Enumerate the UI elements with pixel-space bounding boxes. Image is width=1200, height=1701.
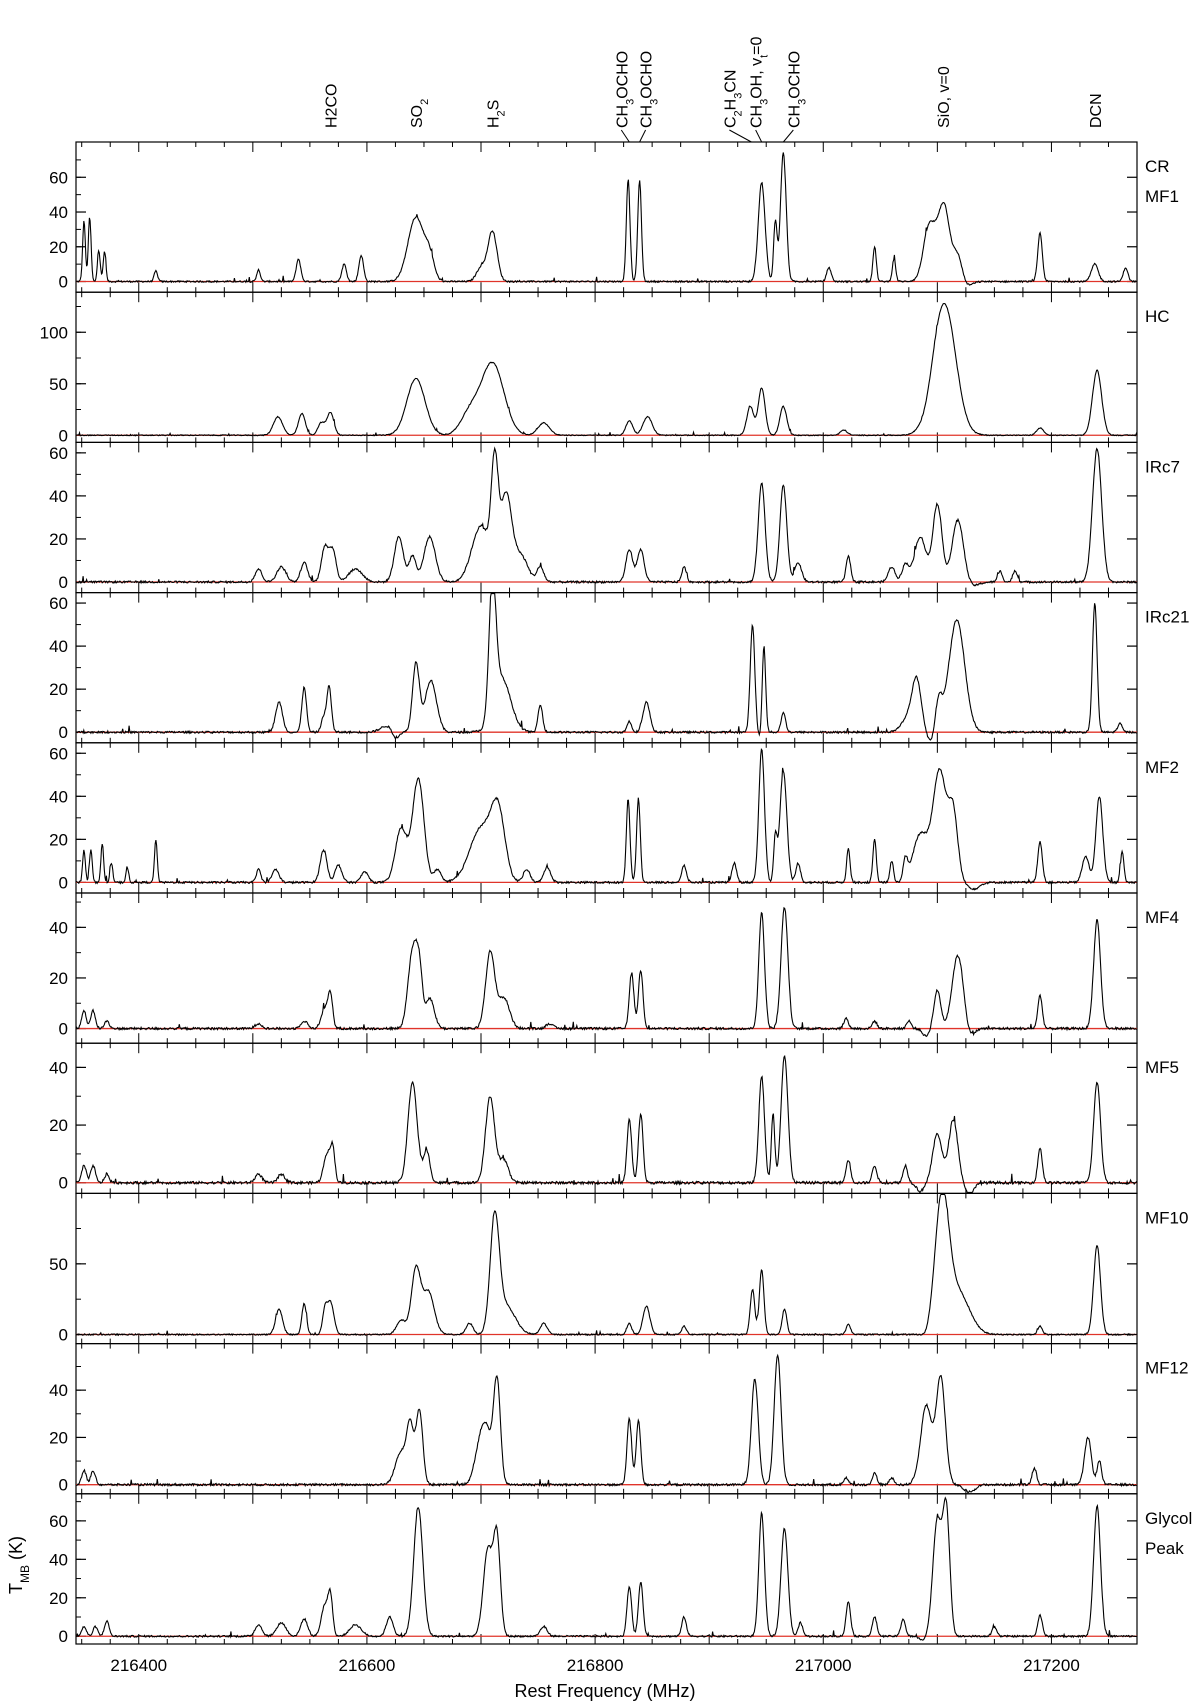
line-id-label: H2S bbox=[485, 100, 507, 128]
y-tick-label: 50 bbox=[49, 1255, 68, 1274]
y-tick-label: 0 bbox=[59, 273, 68, 292]
line-id-label: SiO, v=0 bbox=[936, 66, 953, 128]
y-tick-label: 40 bbox=[49, 203, 68, 222]
spectrum-line bbox=[76, 152, 1138, 286]
y-tick-label: 60 bbox=[49, 168, 68, 187]
y-tick-label: 20 bbox=[49, 1589, 68, 1608]
y-tick-label: 40 bbox=[49, 787, 68, 806]
y-tick-label: 20 bbox=[49, 1428, 68, 1447]
y-axis-title: TMB (K) bbox=[6, 1536, 32, 1594]
y-tick-label: 0 bbox=[59, 723, 68, 742]
y-tick-label: 0 bbox=[59, 573, 68, 592]
x-axis: 216400 216600 216800 217000 217200 bbox=[110, 1656, 1079, 1675]
panel-frame bbox=[75, 1192, 1138, 1345]
y-tick-label: 50 bbox=[49, 375, 68, 394]
y-tick-label: 60 bbox=[49, 444, 68, 463]
y-tick-label: 40 bbox=[49, 1058, 68, 1077]
line-id-label: DCN bbox=[1088, 93, 1105, 128]
panel-mf4: 0 20 40 MF4 bbox=[49, 892, 1179, 1044]
y-tick-label: 40 bbox=[49, 1550, 68, 1569]
panel-frame bbox=[75, 742, 1138, 894]
line-id-label: CH3OCHO bbox=[639, 51, 661, 128]
y-tick-label: 60 bbox=[49, 594, 68, 613]
panel-label: CR bbox=[1145, 157, 1170, 176]
y-tick-label: 0 bbox=[59, 1020, 68, 1039]
panel-irc7: 0 20 40 60 IRc7 bbox=[49, 441, 1180, 594]
line-id-label: CH3OCHO bbox=[786, 51, 808, 128]
panel-label: MF4 bbox=[1145, 908, 1179, 927]
panel-mf12: 0 20 40 MF12 bbox=[49, 1342, 1188, 1495]
panel-label: IRc7 bbox=[1145, 457, 1180, 476]
line-id-label: SO2 bbox=[409, 99, 431, 128]
panel-label: Glycol bbox=[1145, 1509, 1192, 1528]
panel-frame bbox=[75, 141, 1138, 293]
y-tick-label: 40 bbox=[49, 1381, 68, 1400]
y-tick-label: 20 bbox=[49, 680, 68, 699]
panel-frame bbox=[75, 591, 1138, 744]
panel-frame bbox=[75, 441, 1138, 594]
line-id-label: C2H3CN bbox=[722, 70, 744, 128]
panel-frame bbox=[75, 1042, 1138, 1194]
line-id-label: H2CO bbox=[323, 84, 340, 128]
panel-cr: 0 20 40 60 CR MF1 bbox=[49, 141, 1179, 293]
panel-frame bbox=[75, 1493, 1138, 1645]
panel-label: HC bbox=[1145, 307, 1170, 326]
y-tick-label: 0 bbox=[59, 873, 68, 892]
panel-mf10: 0 50 MF10 bbox=[49, 1192, 1188, 1345]
panel-frame bbox=[75, 892, 1138, 1044]
spectrum-line bbox=[75, 1353, 1138, 1494]
x-tick-label: 216600 bbox=[339, 1656, 396, 1675]
panel-mf2: 0 20 40 60 MF2 bbox=[49, 742, 1179, 894]
line-id-label: CH3OH, vt=0 bbox=[749, 36, 771, 128]
panel-label: MF5 bbox=[1145, 1058, 1179, 1077]
y-tick-label: 0 bbox=[59, 426, 68, 445]
spectrum-line bbox=[75, 1193, 1138, 1337]
y-tick-label: 20 bbox=[49, 969, 68, 988]
panel-frame bbox=[75, 1342, 1138, 1495]
y-tick-label: 20 bbox=[49, 1116, 68, 1135]
y-tick-label: 40 bbox=[49, 637, 68, 656]
y-tick-label: 20 bbox=[49, 238, 68, 257]
y-tick-label: 0 bbox=[59, 1476, 68, 1495]
y-tick-label: 40 bbox=[49, 918, 68, 937]
spectrum-line bbox=[75, 1054, 1138, 1194]
panel-label-secondary: MF1 bbox=[1145, 187, 1179, 206]
spectrum-line bbox=[75, 303, 1138, 437]
spectra-panels: 0204060CRMF1050100HC0204060IRc70204060IR… bbox=[40, 141, 1192, 1646]
y-tick-label: 20 bbox=[49, 830, 68, 849]
x-tick-label: 217000 bbox=[795, 1656, 852, 1675]
y-tick-label: 60 bbox=[49, 1512, 68, 1531]
panel-label: MF10 bbox=[1145, 1208, 1188, 1227]
spectrum-line bbox=[75, 1496, 1138, 1641]
spectrum-line bbox=[75, 747, 1138, 891]
line-id-label: CH3OCHO bbox=[614, 51, 636, 128]
panel-label-secondary: Peak bbox=[1145, 1539, 1184, 1558]
spectrum-line bbox=[75, 446, 1138, 587]
y-tick-label: 40 bbox=[49, 487, 68, 506]
y-tick-label: 60 bbox=[49, 744, 68, 763]
panel-label: MF2 bbox=[1145, 758, 1179, 777]
panel-label: MF12 bbox=[1145, 1359, 1188, 1378]
panel-mf5: 0 20 40 MF5 bbox=[49, 1042, 1179, 1194]
spectrum-line bbox=[75, 593, 1137, 741]
spectrum-line bbox=[75, 906, 1138, 1038]
panel-label: IRc21 bbox=[1145, 608, 1189, 627]
panel-hc: 0 50 100 HC bbox=[40, 291, 1170, 445]
y-tick-label: 100 bbox=[40, 323, 68, 342]
x-tick-label: 216400 bbox=[110, 1656, 167, 1675]
panel-frame bbox=[75, 291, 1138, 444]
x-axis-title: Rest Frequency (MHz) bbox=[514, 1681, 695, 1701]
y-tick-label: 0 bbox=[59, 1627, 68, 1646]
x-tick-label: 217200 bbox=[1023, 1656, 1080, 1675]
panel-glycol: 0 20 40 60 Glycol Peak bbox=[49, 1493, 1192, 1646]
y-tick-label: 20 bbox=[49, 530, 68, 549]
x-tick-label: 216800 bbox=[567, 1656, 624, 1675]
y-tick-label: 0 bbox=[59, 1174, 68, 1193]
y-tick-label: 0 bbox=[59, 1326, 68, 1345]
panel-irc21: 0 20 40 60 IRc21 bbox=[49, 591, 1189, 744]
